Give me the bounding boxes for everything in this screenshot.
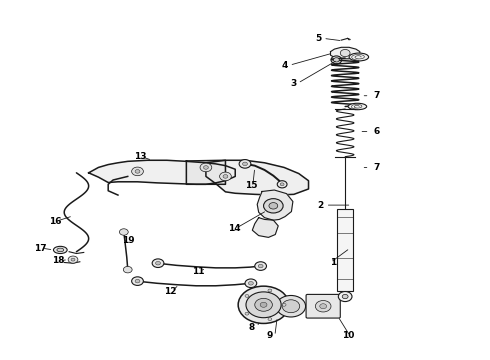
Polygon shape [257,190,293,220]
Circle shape [280,183,284,186]
Circle shape [260,302,267,307]
Text: 12: 12 [164,287,176,296]
Ellipse shape [348,103,367,110]
Circle shape [120,229,128,235]
Circle shape [68,256,78,263]
Circle shape [135,279,140,283]
Circle shape [268,318,272,320]
Circle shape [248,282,253,285]
Circle shape [276,296,306,317]
Circle shape [277,181,287,188]
Circle shape [239,159,251,168]
Circle shape [268,289,272,292]
Ellipse shape [349,53,368,61]
Circle shape [245,279,257,288]
Text: 6: 6 [373,127,379,136]
Text: 4: 4 [282,61,288,70]
Circle shape [246,292,281,318]
Circle shape [200,163,212,172]
Circle shape [123,266,132,273]
Polygon shape [206,160,309,195]
Polygon shape [252,218,278,237]
Ellipse shape [53,246,67,253]
FancyBboxPatch shape [306,294,340,318]
Text: 19: 19 [122,237,134,246]
Text: 10: 10 [342,332,354,341]
Circle shape [156,261,160,265]
Text: 9: 9 [267,332,273,341]
Text: 13: 13 [134,152,146,161]
Circle shape [342,294,348,299]
Polygon shape [331,47,360,59]
Text: 11: 11 [192,267,205,276]
Circle shape [152,259,164,267]
Circle shape [255,298,272,311]
Circle shape [245,294,249,297]
Ellipse shape [333,58,339,62]
Circle shape [340,49,350,57]
Circle shape [203,166,208,169]
Text: 16: 16 [49,217,61,226]
Polygon shape [89,160,235,184]
Text: 17: 17 [34,244,47,253]
Circle shape [243,162,247,166]
Circle shape [338,292,352,302]
Circle shape [316,301,331,312]
Circle shape [245,312,249,315]
Text: 15: 15 [245,181,258,190]
Circle shape [255,262,267,270]
Circle shape [238,286,289,323]
Text: 5: 5 [315,34,321,43]
Text: 2: 2 [318,201,323,210]
Text: 14: 14 [228,224,241,233]
Circle shape [282,303,286,306]
Circle shape [258,264,263,268]
Circle shape [282,300,300,313]
Circle shape [71,258,75,261]
Circle shape [135,170,140,173]
Polygon shape [186,160,225,184]
Ellipse shape [331,56,342,64]
Text: 7: 7 [373,163,379,172]
Bar [337,209,353,291]
Text: 7: 7 [373,91,379,100]
Circle shape [132,167,144,176]
Text: 1: 1 [331,258,337,267]
Ellipse shape [57,248,64,252]
Circle shape [269,203,278,209]
Text: 8: 8 [249,323,255,332]
Circle shape [220,172,231,181]
Circle shape [223,175,228,178]
Text: 18: 18 [52,256,65,265]
Text: 3: 3 [290,79,296,88]
Circle shape [320,304,327,309]
Circle shape [264,199,283,213]
Circle shape [132,277,144,285]
